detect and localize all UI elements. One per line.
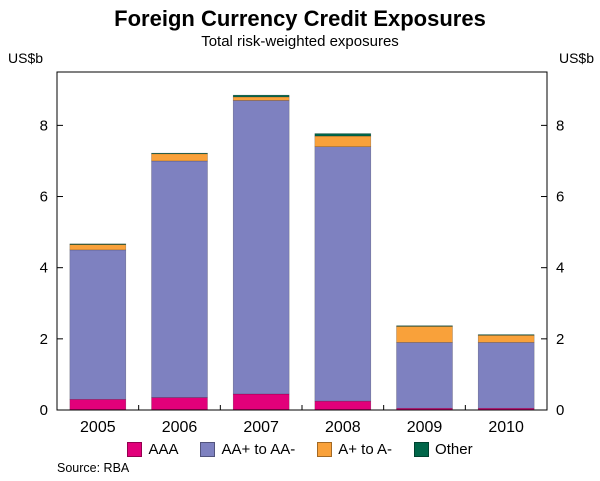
y-tick-label-left: 8 — [40, 117, 48, 134]
plot-frame — [56, 71, 548, 411]
y-tick-label-left: 2 — [40, 331, 48, 348]
bar-segment — [314, 133, 372, 137]
legend-label: Other — [435, 441, 473, 458]
legend-item: AA+ to AA- — [200, 441, 295, 458]
x-tick-label: 2006 — [162, 419, 198, 436]
chart-title: Foreign Currency Credit Exposures — [114, 6, 486, 31]
legend-swatch — [200, 442, 216, 457]
bar-segment — [232, 100, 290, 395]
bar-segment — [151, 152, 208, 155]
y-tick-label-left: 0 — [40, 402, 48, 419]
legend-swatch — [317, 442, 333, 457]
x-tick-label: 2007 — [243, 419, 279, 436]
y-tick-label-right: 6 — [556, 189, 564, 206]
x-tick-label: 2009 — [407, 419, 443, 436]
bar-segment — [69, 399, 127, 411]
bar-segment — [69, 249, 127, 400]
y-tick-label-right: 4 — [556, 260, 564, 277]
bar-segment — [314, 146, 372, 402]
bar-segment — [396, 342, 453, 409]
bar-segment — [314, 135, 372, 147]
bar-segment — [151, 160, 208, 398]
bar-segment — [314, 400, 372, 411]
y-tick-label-left: 4 — [40, 260, 48, 277]
legend: AAA AA+ to AA- A+ to A- Other — [0, 441, 600, 458]
legend-item: A+ to A- — [317, 441, 392, 458]
legend-swatch — [127, 442, 143, 457]
legend-item: AAA — [127, 441, 178, 458]
bar-segment — [477, 342, 535, 409]
bar-segment — [232, 94, 290, 98]
legend-label: A+ to A- — [338, 441, 393, 458]
x-tick-label: 2005 — [80, 419, 116, 436]
y-tick-label-right: 8 — [556, 117, 564, 134]
bar-segment — [69, 243, 127, 245]
bar-segment — [232, 393, 290, 411]
bar-segment — [396, 326, 453, 343]
bar-segment — [151, 397, 208, 411]
x-tick-label: 2010 — [488, 419, 524, 436]
y-tick-label-right: 0 — [556, 402, 564, 419]
legend-label: AAA — [148, 441, 179, 458]
y-tick-label-right: 2 — [556, 331, 564, 348]
y-tick-label-left: 6 — [40, 189, 48, 206]
bar-segment — [232, 96, 290, 101]
bar-segment — [69, 244, 127, 251]
x-tick-label: 2008 — [325, 419, 361, 436]
y-axis-unit-right: US$b — [558, 50, 594, 66]
chart-subtitle: Total risk-weighted exposures — [201, 33, 399, 50]
legend-label: AA+ to AA- — [221, 441, 296, 458]
y-axis-unit-left: US$b — [8, 50, 44, 66]
bar-segment — [396, 325, 453, 327]
bar-segment — [477, 335, 535, 343]
source-note: Source: RBA — [57, 461, 130, 475]
legend-swatch — [414, 442, 430, 457]
bar-segment — [477, 334, 535, 336]
bar-segment — [151, 153, 208, 162]
legend-item: Other — [414, 441, 473, 458]
